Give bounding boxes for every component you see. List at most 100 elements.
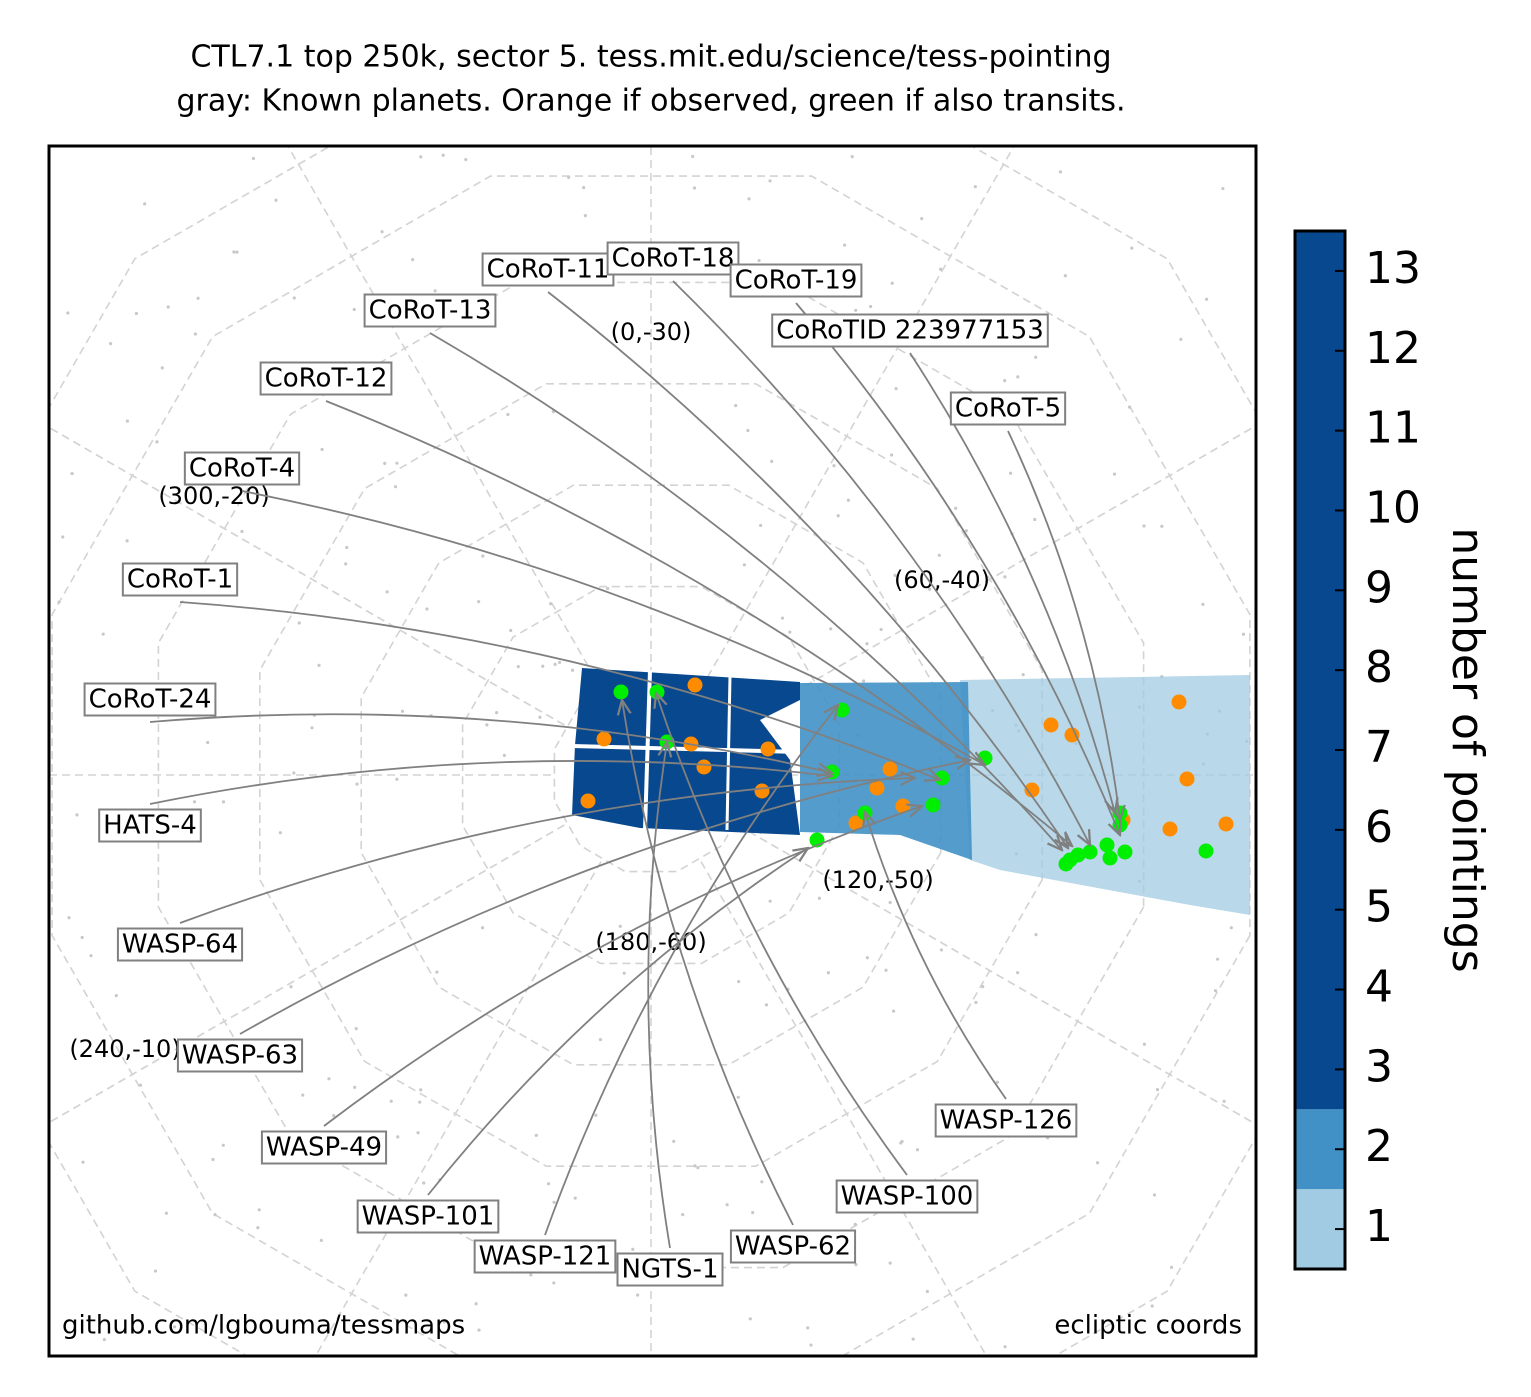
colorbar-tick-label: 12	[1365, 323, 1421, 374]
annotation-arrow	[323, 806, 922, 1127]
known-planet	[516, 665, 520, 669]
known-planet	[57, 600, 61, 604]
transiting-planet	[613, 684, 629, 700]
grid-label: (120,-50)	[822, 866, 933, 894]
known-planet	[385, 590, 389, 594]
transiting-planet	[1099, 837, 1115, 853]
known-planet	[480, 926, 485, 930]
known-planet	[353, 1085, 357, 1089]
annotation-box	[771, 313, 1049, 348]
colorbar-tick-label: 11	[1365, 403, 1421, 454]
known-planet	[251, 156, 256, 161]
annotation-box	[934, 1103, 1078, 1138]
known-planet	[495, 711, 499, 715]
transiting-planet	[1102, 850, 1118, 866]
known-planet	[422, 1181, 426, 1185]
grid-meridian	[314, 861, 602, 1356]
known-planet	[622, 971, 626, 975]
known-planet	[806, 1326, 810, 1330]
known-planet	[829, 627, 833, 631]
observed-planet	[1024, 782, 1040, 798]
known-planet	[734, 403, 738, 408]
known-planet	[474, 1302, 478, 1306]
known-planet	[416, 1131, 420, 1135]
known-planet	[854, 308, 858, 312]
known-planet	[211, 1157, 215, 1162]
known-planet	[964, 529, 968, 533]
annotation: WASP-63	[176, 1038, 304, 1073]
grid-meridian	[700, 146, 1016, 689]
known-planet	[425, 607, 429, 611]
known-planet	[1127, 405, 1132, 409]
known-planet	[672, 1139, 676, 1143]
colorbar-label: number of pointings	[1442, 527, 1493, 972]
known-planet	[196, 296, 200, 300]
annotation: CoRoT-13	[363, 293, 497, 328]
known-planet	[879, 627, 883, 632]
known-planet	[541, 664, 545, 668]
known-planet	[939, 948, 944, 952]
annotation-arrow	[179, 778, 915, 924]
known-planet	[737, 980, 741, 984]
known-planet	[404, 1293, 408, 1297]
annotation-label: NGTS-1	[622, 1255, 719, 1285]
known-planet	[319, 1238, 323, 1243]
known-planet	[355, 782, 359, 786]
known-planet	[853, 1222, 857, 1226]
known-planet	[292, 296, 296, 300]
known-planet	[1063, 274, 1067, 278]
known-planet	[102, 1337, 106, 1342]
colorbar-tick-label: 9	[1365, 562, 1393, 613]
annotation: WASP-62	[729, 1229, 857, 1264]
annotation-arrow	[672, 280, 1090, 845]
known-planet	[691, 154, 695, 159]
annotation-box	[729, 263, 863, 298]
annotation-arrow	[909, 352, 1115, 813]
annotation-arrow	[547, 291, 1068, 848]
known-planet	[352, 307, 356, 312]
known-planet	[583, 213, 587, 218]
known-planet	[164, 1211, 168, 1215]
colorbar-tick-label: 2	[1365, 1121, 1393, 1172]
known-planet	[631, 1247, 635, 1251]
annotation-arrow	[647, 742, 670, 1249]
known-planet	[257, 1208, 261, 1212]
known-planet	[546, 1182, 551, 1186]
annotation-arrow	[149, 760, 832, 805]
known-planet	[192, 800, 197, 804]
annotation-arrow	[544, 705, 838, 1236]
plot-frame	[47, 144, 1258, 1358]
known-planet	[172, 1325, 177, 1329]
colorbar-tick-label: 8	[1365, 642, 1393, 693]
known-planet	[865, 642, 869, 646]
grid-label: (180,-60)	[595, 928, 706, 956]
annotation-label: CoRoTID 223977153	[776, 316, 1044, 346]
known-planet	[552, 1281, 556, 1285]
observed-planet	[1218, 816, 1234, 832]
annotation-label: HATS-4	[103, 811, 197, 841]
known-planet	[534, 1133, 538, 1137]
known-planet	[817, 896, 821, 900]
annotation-box	[606, 241, 740, 276]
colorbar-tick-label: 4	[1365, 962, 1393, 1013]
known-planet	[865, 956, 869, 960]
known-planet	[125, 419, 130, 423]
known-planet	[770, 459, 774, 463]
grid-label: (240,-10)	[69, 1035, 180, 1063]
observed-planet	[696, 759, 712, 775]
annotation: CoRoT-11	[481, 252, 615, 287]
chart-subtitle: gray: Known planets. Orange if observed,…	[177, 84, 1126, 119]
known-planet	[1215, 957, 1220, 961]
transiting-planet	[1198, 843, 1214, 859]
annotation: WASP-121	[473, 1239, 617, 1274]
annotation-arrow	[1007, 430, 1120, 820]
known-planet	[862, 679, 866, 683]
known-planet	[67, 916, 71, 920]
known-planet	[1241, 632, 1246, 636]
known-planet	[177, 488, 181, 492]
known-planet	[292, 771, 296, 775]
known-planet	[893, 573, 897, 577]
known-planet	[320, 447, 324, 452]
footer-right: ecliptic coords	[1054, 1311, 1242, 1341]
